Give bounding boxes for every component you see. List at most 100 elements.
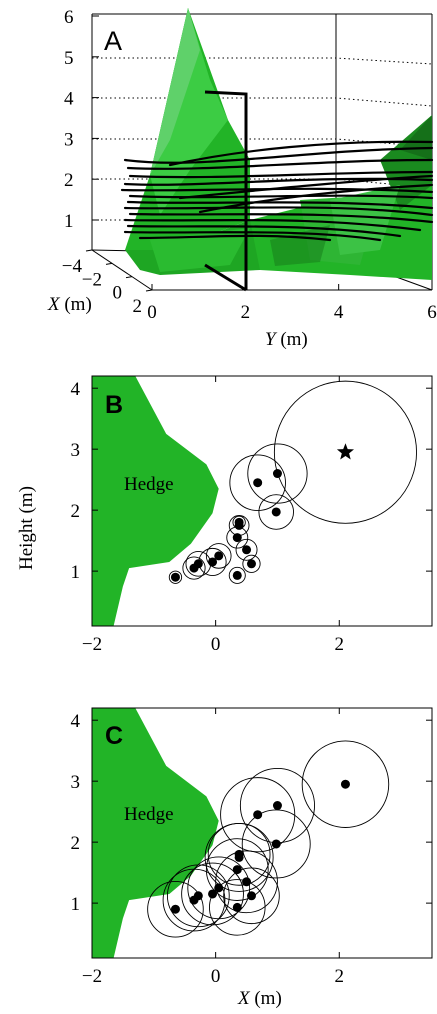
x-tick-mark bbox=[125, 276, 133, 279]
panel-c: −2 0 2 1 2 3 4 C Hedge X (m) bbox=[71, 707, 433, 1009]
x-tick-label: −2 bbox=[82, 966, 102, 987]
uncertainty-circle bbox=[229, 454, 286, 511]
y-tick-label: 1 bbox=[71, 894, 81, 915]
position-point bbox=[232, 570, 242, 580]
position-point bbox=[214, 883, 224, 893]
x-tick-mark bbox=[145, 289, 153, 292]
position-points bbox=[170, 779, 350, 914]
x-tick-label: 0 bbox=[211, 966, 221, 987]
z-tick-label: 5 bbox=[64, 48, 74, 69]
y-tick-label: 2 bbox=[71, 501, 81, 522]
y-ticks: 0 2 4 6 bbox=[147, 284, 437, 323]
flight-trajectories bbox=[120, 140, 434, 242]
panel-b: −2 0 2 1 2 3 4 B Hedge Height (m) bbox=[16, 375, 433, 655]
uncertainty-circle bbox=[187, 856, 251, 920]
position-point bbox=[272, 469, 282, 479]
z-tick-label: 1 bbox=[64, 211, 74, 232]
position-points bbox=[170, 469, 282, 582]
uncertainty-circle bbox=[181, 862, 244, 926]
y-tick-label: 3 bbox=[71, 772, 81, 793]
x-tick-label: 2 bbox=[133, 296, 143, 317]
position-point bbox=[170, 572, 180, 582]
y-axis-label: Height (m) bbox=[16, 486, 37, 570]
x-axis-label: X (m) bbox=[47, 294, 92, 315]
uncertainty-circle bbox=[273, 380, 417, 524]
position-point bbox=[271, 507, 281, 517]
z-tick-label: 3 bbox=[64, 129, 74, 150]
hedge-region bbox=[92, 708, 219, 958]
uncertainty-circle bbox=[168, 570, 183, 584]
uncertainty-circle bbox=[241, 809, 311, 879]
box-floor-left-edge bbox=[91, 249, 153, 291]
position-point bbox=[193, 891, 203, 901]
y-axis-label: Y (m) bbox=[265, 329, 308, 350]
position-point bbox=[170, 904, 180, 914]
uncertainty-circle bbox=[228, 566, 246, 584]
axis-ticks: −2 0 2 1 2 3 4 bbox=[71, 708, 432, 987]
uncertainty-circle bbox=[205, 543, 232, 569]
plot-frame bbox=[91, 707, 433, 959]
star-marker bbox=[336, 443, 354, 460]
position-point bbox=[253, 478, 263, 488]
x-ticks: −4−2 02 bbox=[62, 249, 153, 317]
uncertainty-circles bbox=[147, 740, 390, 938]
position-point bbox=[214, 551, 224, 561]
x-axis-label: X (m) bbox=[237, 988, 282, 1009]
z-tick-label: 2 bbox=[64, 170, 74, 191]
panel-letter-b: B bbox=[105, 391, 123, 419]
position-point bbox=[232, 865, 242, 875]
x-tick-label: −2 bbox=[82, 634, 102, 655]
y-tick-label: 4 bbox=[334, 302, 344, 323]
y-tick-label: 4 bbox=[71, 711, 81, 732]
uncertainty-circle bbox=[182, 556, 206, 580]
uncertainty-circle bbox=[223, 867, 280, 925]
position-point bbox=[253, 810, 263, 820]
x-tick-mark bbox=[105, 262, 113, 265]
position-point bbox=[232, 902, 242, 912]
uncertainty-circle bbox=[147, 880, 204, 938]
uncertainty-circle bbox=[220, 777, 296, 853]
hedge-label: Hedge bbox=[124, 474, 174, 495]
y-tick-label: 0 bbox=[147, 302, 157, 323]
position-point bbox=[246, 891, 256, 901]
uncertainty-circle bbox=[235, 538, 258, 561]
position-point bbox=[208, 889, 218, 899]
x-tick-label: 2 bbox=[335, 966, 345, 987]
position-point bbox=[340, 779, 350, 789]
z-ticks: 1 2 3 4 5 6 bbox=[64, 7, 99, 232]
uncertainty-circle bbox=[301, 740, 390, 828]
y-tick-label: 3 bbox=[71, 440, 81, 461]
hedge-surface bbox=[125, 8, 432, 280]
uncertainty-circle bbox=[205, 838, 269, 901]
position-point bbox=[272, 801, 282, 811]
uncertainty-circle bbox=[209, 879, 266, 936]
uncertainty-circle bbox=[258, 494, 294, 530]
hedge-region bbox=[92, 376, 219, 626]
x-tick-label: −4 bbox=[62, 256, 83, 277]
axis-ticks: −2 0 2 1 2 3 4 bbox=[71, 376, 432, 655]
z-tick-label: 6 bbox=[64, 7, 74, 28]
x-tick-label: 2 bbox=[335, 634, 345, 655]
uncertainty-circle bbox=[207, 822, 271, 886]
position-point bbox=[242, 545, 252, 555]
position-point bbox=[234, 849, 244, 859]
x-tick-label: 0 bbox=[211, 634, 221, 655]
x-tick-label: −2 bbox=[82, 269, 102, 290]
y-tick-label: 6 bbox=[427, 302, 437, 323]
vertical-marker-base bbox=[204, 263, 247, 292]
uncertainty-circles bbox=[168, 380, 417, 584]
y-tick-label: 1 bbox=[71, 562, 81, 583]
uncertainty-circle bbox=[247, 443, 308, 504]
position-point bbox=[242, 877, 252, 887]
y-tick-label: 2 bbox=[241, 302, 251, 323]
position-point bbox=[271, 839, 281, 849]
z-tick-label: 4 bbox=[64, 89, 74, 110]
position-point bbox=[246, 559, 256, 569]
x-tick-label: 0 bbox=[113, 283, 123, 304]
y-tick-label: 2 bbox=[71, 833, 81, 854]
x-tick-mark bbox=[85, 249, 93, 252]
position-point bbox=[232, 533, 242, 543]
uncertainty-circle bbox=[242, 554, 261, 573]
